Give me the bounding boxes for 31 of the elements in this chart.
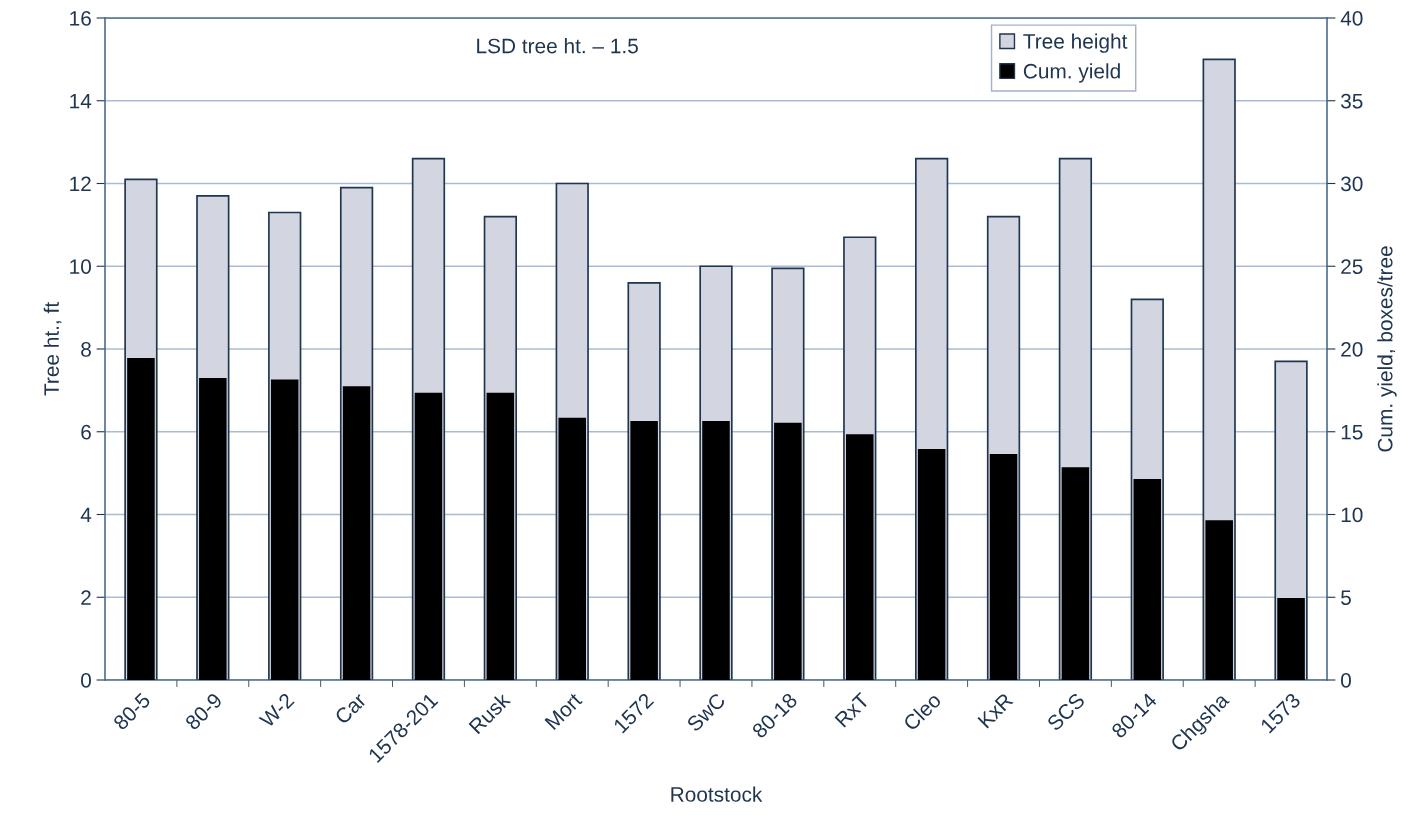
y2-tick-label: 25 (1341, 259, 1363, 274)
x-axis-title: Rootstock (671, 786, 763, 802)
y2-tick-label: 20 (1341, 342, 1363, 357)
y2-tick-label: 5 (1341, 590, 1351, 605)
y-tick-label: 0 (81, 673, 91, 688)
x-tick-label: W-2 (258, 692, 295, 729)
legend-label: Cum. yield (1023, 63, 1120, 83)
x-tick-label: Car (333, 691, 368, 725)
y2-tick-label: 10 (1341, 507, 1363, 523)
bar (1205, 520, 1233, 680)
y2-tick-label: 30 (1340, 176, 1363, 192)
y-tick-label: 12 (70, 176, 91, 192)
y-tick-label: 8 (81, 342, 91, 357)
y-tick-label: 14 (70, 93, 92, 109)
y-tick-label: 2 (81, 590, 91, 605)
y-tick-label: 16 (70, 11, 91, 26)
bar (1277, 598, 1305, 680)
y-axis-title: Tree ht., ft (43, 302, 62, 396)
x-tick-label: Cleo (902, 691, 942, 732)
y2-tick-label: 35 (1340, 93, 1363, 109)
x-tick-label: KxR (977, 692, 1014, 729)
y2-tick-label: 15 (1341, 424, 1363, 440)
y2-tick-label: 0 (1341, 673, 1351, 688)
y2-tick-label: 40 (1340, 11, 1363, 26)
legend-label: Tree height (1023, 33, 1128, 53)
annotation: LSD tree ht. – 1.5 (477, 38, 638, 54)
x-tick-label: 80-9 (184, 692, 223, 731)
y-tick-label: 6 (81, 424, 91, 440)
y2-axis-title: Cum. yield, boxes/tree (1377, 246, 1397, 452)
y-tick-label: 4 (80, 507, 92, 523)
y-tick-label: 10 (70, 259, 91, 274)
